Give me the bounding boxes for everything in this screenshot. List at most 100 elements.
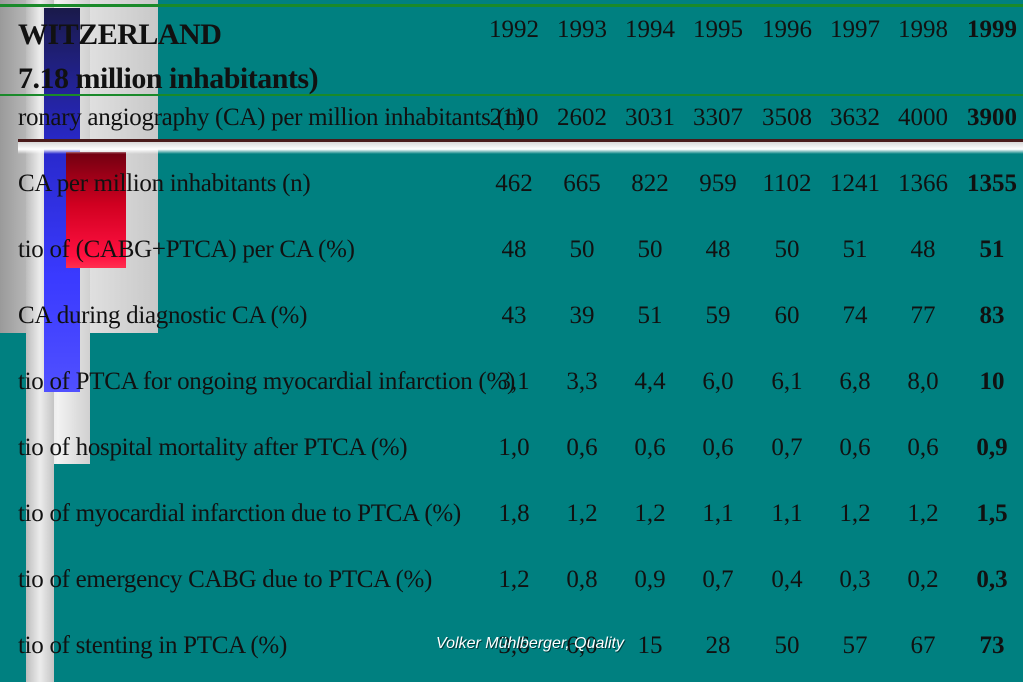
year-header-cell: 1992 <box>489 16 539 43</box>
table-cell: 59 <box>705 302 731 329</box>
table-cell: 50 <box>637 236 663 263</box>
table-row: tio of emergency CABG due to PTCA (%) 1,… <box>0 566 1023 606</box>
header-rule <box>0 94 1023 96</box>
year-header-cell: 1996 <box>762 16 812 43</box>
table-row: tio of stenting in PTCA (%) 3,6 6,0 15 2… <box>0 632 1023 672</box>
top-rule <box>0 4 1023 7</box>
table-cell: 1,2 <box>498 566 530 593</box>
table-cell: 3307 <box>693 104 743 131</box>
table-cell: 8,0 <box>907 368 939 395</box>
table-cell: 0,6 <box>566 434 598 461</box>
table-cell: 1,5 <box>976 500 1008 527</box>
table-cell: 3900 <box>967 104 1017 131</box>
table-cell: 3632 <box>830 104 880 131</box>
row-label: tio of emergency CABG due to PTCA (%) <box>18 566 433 593</box>
row-label: tio of PTCA for ongoing myocardial infar… <box>18 368 515 395</box>
table-row: ronary angiography (CA) per million inha… <box>0 104 1023 144</box>
slide-title-population: 7.18 million inhabitants) <box>18 62 319 95</box>
table-separator-glow <box>18 142 1023 154</box>
table-cell: 0,6 <box>634 434 666 461</box>
slide-title-country: WITZERLAND <box>18 18 222 51</box>
table-cell: 462 <box>495 170 533 197</box>
table-cell: 3,1 <box>498 368 530 395</box>
table-cell: 73 <box>979 632 1005 659</box>
table-row: CA per million inhabitants (n) 462 665 8… <box>0 170 1023 210</box>
table-cell: 1,0 <box>498 434 530 461</box>
row-label: tio of hospital mortality after PTCA (%) <box>18 434 408 461</box>
table-cell: 50 <box>569 236 595 263</box>
table-cell: 2602 <box>557 104 607 131</box>
table-cell: 0,2 <box>907 566 939 593</box>
table-cell: 51 <box>979 236 1005 263</box>
year-header-cell: 1994 <box>625 16 675 43</box>
table-cell: 51 <box>842 236 868 263</box>
row-label: tio of stenting in PTCA (%) <box>18 632 287 659</box>
table-cell: 51 <box>637 302 663 329</box>
table-cell: 665 <box>563 170 601 197</box>
table-cell: 0,4 <box>771 566 803 593</box>
year-header-cell: 1999 <box>967 16 1017 43</box>
table-cell: 77 <box>910 302 936 329</box>
year-header-cell: 1997 <box>830 16 880 43</box>
table-cell: 67 <box>910 632 936 659</box>
table-cell: 1,2 <box>634 500 666 527</box>
table-cell: 1102 <box>762 170 812 197</box>
table-cell: 6,0 <box>702 368 734 395</box>
table-cell: 1,2 <box>839 500 871 527</box>
table-row: tio of PTCA for ongoing myocardial infar… <box>0 368 1023 408</box>
table-cell: 50 <box>774 236 800 263</box>
table-row: tio of myocardial infarction due to PTCA… <box>0 500 1023 540</box>
table-cell: 2110 <box>489 104 539 131</box>
footer-credit: Volker Mühlberger, Quality <box>436 635 624 652</box>
table-cell: 50 <box>774 632 800 659</box>
table-row: tio of hospital mortality after PTCA (%)… <box>0 434 1023 474</box>
table-cell: 0,7 <box>771 434 803 461</box>
table-cell: 39 <box>569 302 595 329</box>
table-cell: 15 <box>637 632 663 659</box>
table-cell: 10 <box>979 368 1005 395</box>
decorative-red-block <box>66 152 126 268</box>
table-cell: 0,9 <box>634 566 666 593</box>
table-cell: 1,1 <box>702 500 734 527</box>
table-cell: 822 <box>631 170 669 197</box>
table-cell: 3,3 <box>566 368 598 395</box>
row-label: ronary angiography (CA) per million inha… <box>18 104 525 131</box>
table-cell: 6,1 <box>771 368 803 395</box>
table-cell: 0,7 <box>702 566 734 593</box>
table-cell: 0,6 <box>907 434 939 461</box>
table-cell: 959 <box>699 170 737 197</box>
table-cell: 0,6 <box>839 434 871 461</box>
table-cell: 48 <box>501 236 527 263</box>
table-cell: 4000 <box>898 104 948 131</box>
row-label: tio of myocardial infarction due to PTCA… <box>18 500 461 527</box>
year-header-cell: 1993 <box>557 16 607 43</box>
year-header-cell: 1995 <box>693 16 743 43</box>
table-cell: 1,2 <box>907 500 939 527</box>
row-label: tio of (CABG+PTCA) per CA (%) <box>18 236 355 263</box>
table-cell: 48 <box>910 236 936 263</box>
table-cell: 43 <box>501 302 527 329</box>
table-cell: 83 <box>979 302 1005 329</box>
year-header-cell: 1998 <box>898 16 948 43</box>
row-label: CA during diagnostic CA (%) <box>18 302 308 329</box>
table-cell: 0,3 <box>839 566 871 593</box>
table-cell: 1,8 <box>498 500 530 527</box>
table-cell: 6,8 <box>839 368 871 395</box>
table-cell: 1366 <box>898 170 948 197</box>
table-cell: 1355 <box>967 170 1017 197</box>
table-cell: 0,9 <box>976 434 1008 461</box>
table-cell: 1,2 <box>566 500 598 527</box>
table-cell: 57 <box>842 632 868 659</box>
table-cell: 0,8 <box>566 566 598 593</box>
table-cell: 3,6 <box>498 632 530 659</box>
table-cell: 1,1 <box>771 500 803 527</box>
table-cell: 0,3 <box>976 566 1008 593</box>
table-cell: 3031 <box>625 104 675 131</box>
table-cell: 48 <box>705 236 731 263</box>
table-cell: 74 <box>842 302 868 329</box>
row-label: CA per million inhabitants (n) <box>18 170 311 197</box>
table-cell: 6,0 <box>566 632 598 659</box>
table-cell: 3508 <box>762 104 812 131</box>
table-row: CA during diagnostic CA (%) 43 39 51 59 … <box>0 302 1023 342</box>
table-cell: 60 <box>774 302 800 329</box>
